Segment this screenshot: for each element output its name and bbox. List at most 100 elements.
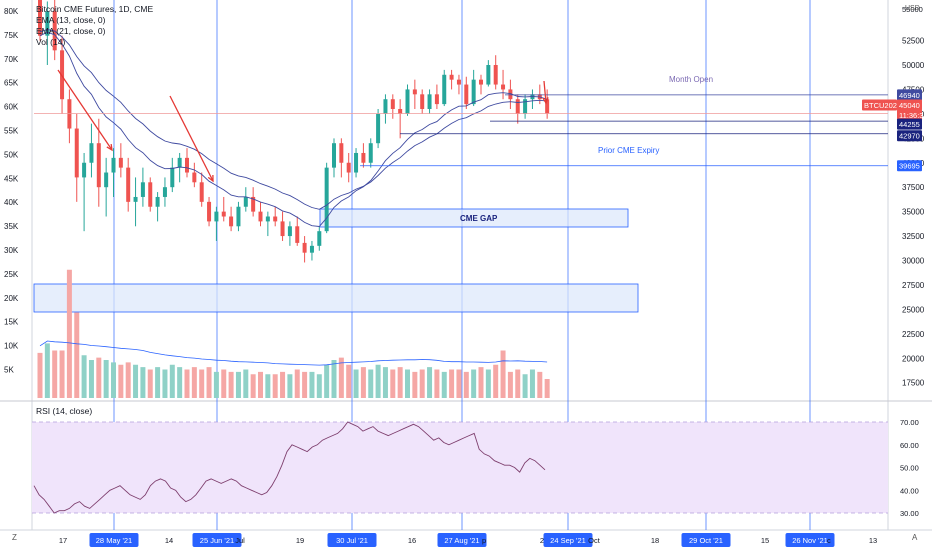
volume-bar <box>544 379 550 398</box>
left-axis-tick: 40K <box>4 198 19 207</box>
price-label-tag <box>897 109 922 121</box>
rsi-pane <box>32 421 888 514</box>
volume-bar <box>302 371 308 398</box>
volume-bar <box>147 369 153 398</box>
candle-body <box>427 94 432 109</box>
auto-scale-button[interactable]: A <box>912 533 918 542</box>
candle-body <box>207 201 212 222</box>
volume-bar <box>191 367 197 398</box>
time-axis-highlight <box>437 533 487 547</box>
volume-bar <box>397 367 403 398</box>
time-axis-highlight <box>327 533 377 547</box>
time-axis-label: 30 Jul '21 <box>336 536 368 545</box>
time-axis-label: 24 Sep '21 <box>550 536 586 545</box>
candle-body <box>508 89 513 100</box>
volume-bar <box>353 369 359 398</box>
price-label-tag <box>897 130 922 142</box>
price-label-text: 39695 <box>899 162 920 171</box>
right-price-axis[interactable]: 5500052500500004750045000425004000037500… <box>862 5 928 518</box>
rsi-legend[interactable]: RSI (14, close) <box>36 406 93 416</box>
left-axis-tick: 70K <box>4 55 19 64</box>
candle-body <box>38 0 42 36</box>
trend-arrow-head <box>207 174 214 183</box>
volume-bar <box>221 369 227 398</box>
time-axis-label: 19 <box>296 536 304 545</box>
rsi-axis-tick: 30.00 <box>900 509 919 518</box>
right-axis-tick: 50000 <box>902 61 925 70</box>
candle-body <box>368 143 373 163</box>
volume-bar <box>338 357 344 398</box>
trend-arrow-head <box>542 97 549 105</box>
candle-body <box>456 79 461 85</box>
volume-bar <box>177 367 183 398</box>
candle-body <box>251 196 256 212</box>
candle-body <box>405 89 410 114</box>
time-axis-label: 26 Nov '21 <box>792 536 828 545</box>
right-axis-tick: 30000 <box>902 257 925 266</box>
time-axis[interactable]: 17 28 May '21 14 25 Jun '21 Jul 19 30 Jul '21 1… <box>59 533 877 547</box>
legend-volume[interactable]: Vol (14) <box>36 37 66 47</box>
rsi-axis-tick: 70.00 <box>900 418 919 427</box>
left-axis-tick: 25K <box>4 270 19 279</box>
ema-lines <box>39 29 548 227</box>
legend-title[interactable]: Bitcoin CME Futures, 1D, CME <box>36 4 154 14</box>
legend-ema21[interactable]: EMA (21, close, 0) <box>36 26 106 36</box>
volume-bar <box>140 367 146 398</box>
volume-bar <box>537 371 543 398</box>
volume-bar <box>272 374 278 398</box>
volume-bar <box>522 374 528 398</box>
candle-body <box>493 65 498 85</box>
candle-body <box>361 152 366 163</box>
trend-arrow <box>169 95 214 182</box>
candle-body <box>346 162 351 173</box>
trend-arrow <box>57 69 113 151</box>
candle-body <box>479 79 483 85</box>
candle-body <box>280 221 285 237</box>
price-label-text: 42970 <box>899 132 920 141</box>
volume-bar <box>463 371 469 398</box>
price-label-text: 46940 <box>899 91 920 100</box>
volume-bar <box>368 369 374 398</box>
candle-body <box>214 211 219 222</box>
price-label-tag <box>897 89 922 101</box>
price-label-text: 11:36:31 <box>899 111 928 120</box>
candle-body <box>354 152 359 173</box>
candle-body <box>442 74 447 105</box>
volume-bar <box>485 369 491 398</box>
left-axis-tick: 55K <box>4 127 19 136</box>
left-axis-tick: 65K <box>4 79 19 88</box>
volume-bar <box>324 364 330 398</box>
ema-21-line <box>39 29 548 210</box>
volume-bar <box>96 357 102 398</box>
left-axis-tick: 5K <box>4 366 14 375</box>
trend-arrow-head <box>106 143 113 152</box>
candle-body <box>486 65 491 85</box>
rsi-axis-tick: 60.00 <box>900 441 919 450</box>
time-axis-label: 13 <box>869 536 877 545</box>
candle-body <box>236 206 241 227</box>
cme-gap-label: CME GAP <box>460 214 498 223</box>
candle-body <box>295 226 300 243</box>
time-axis-label: 18 <box>651 536 659 545</box>
candle-body <box>89 143 94 163</box>
left-axis-tick: 20K <box>4 294 19 303</box>
month-open-label: Month Open <box>669 75 713 84</box>
volume-bar <box>206 367 212 398</box>
time-axis-highlight <box>89 533 139 547</box>
time-axis-label: 25 Jun '21 <box>200 536 234 545</box>
right-axis-tick: 37500 <box>902 183 925 192</box>
volume-bar <box>500 350 506 398</box>
timezone-button[interactable]: Z <box>12 533 17 542</box>
candle-body <box>192 172 197 183</box>
volume-bar <box>449 369 455 398</box>
candle-body <box>449 74 454 80</box>
right-axis-tick: 22500 <box>902 330 925 339</box>
volume-bar <box>280 371 286 398</box>
left-axis-tick: 15K <box>4 318 19 327</box>
legend-ema13[interactable]: EMA (13, close, 0) <box>36 15 106 25</box>
candle-body <box>126 167 131 202</box>
time-axis-highlight <box>785 533 835 547</box>
price-label-tag <box>897 118 922 130</box>
candle-body <box>258 211 263 222</box>
